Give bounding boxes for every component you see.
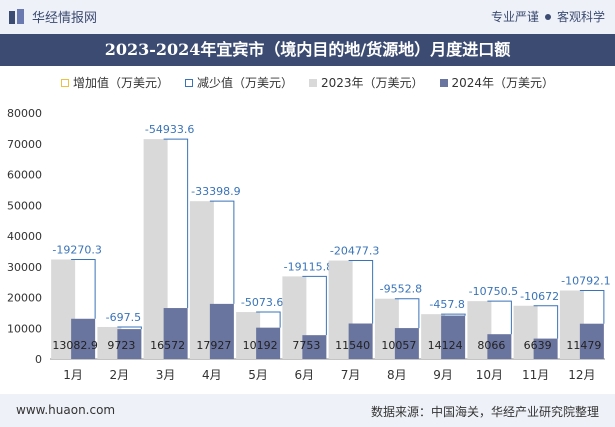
bar-2024 (71, 318, 96, 359)
legend-label-decrease: 减少值（万美元） (196, 76, 293, 90)
x-tick-label: 12月 (568, 368, 595, 382)
decrease-bracket (302, 275, 327, 336)
x-tick-label: 1月 (63, 368, 83, 382)
x-tick-label: 7月 (341, 368, 361, 382)
x-tick-label: 9月 (433, 368, 453, 382)
value-label-2024: 7753 (292, 339, 320, 352)
legend-label-2024: 2024年（万美元） (451, 76, 555, 90)
legend-item-decrease: 减少值（万美元） (184, 74, 293, 91)
value-label-2024: 8066 (477, 339, 505, 352)
diff-label: -54933.6 (145, 123, 194, 136)
diff-label: -457.8 (429, 298, 464, 311)
diff-label: -10792.1 (561, 275, 610, 288)
decrease-bracket (533, 305, 559, 339)
diff-label: -19115.8 (284, 260, 333, 273)
bar-2024 (533, 338, 558, 359)
value-label-2024: 10057 (381, 339, 416, 352)
legend-decrease-swatch (184, 78, 193, 87)
y-tick-label: 50000 (7, 199, 42, 212)
y-tick-label: 70000 (7, 138, 42, 151)
value-label-2024: 16572 (150, 339, 185, 352)
decrease-bracket (163, 138, 189, 309)
value-label-2024: 11479 (566, 339, 601, 352)
brand-logo-icon (9, 8, 24, 24)
decrease-bracket (209, 200, 235, 304)
diff-label: -697.5 (106, 311, 141, 324)
footer: www.huaon.com 数据来源：中国海关，华经产业研究院整理 (0, 394, 615, 427)
bar-2024 (579, 323, 604, 359)
tagline-2: 客观科学 (556, 10, 605, 24)
decrease-bracket (71, 259, 96, 319)
y-tick-label: 10000 (7, 322, 42, 335)
x-tick-label: 11月 (522, 368, 549, 382)
diff-label: -5073.6 (241, 296, 283, 309)
x-tick-label: 8月 (387, 368, 407, 382)
value-label-2024: 9723 (107, 339, 135, 352)
bar-2024 (302, 335, 327, 359)
legend-increase-swatch (60, 78, 69, 87)
y-tick-label: 80000 (7, 107, 42, 120)
x-tick-label: 6月 (295, 368, 315, 382)
brand-name: 华经情报网 (32, 11, 98, 26)
x-tick-label: 10月 (476, 368, 503, 382)
bar-2024 (394, 328, 419, 359)
top-bar: 华经情报网 专业严谨 客观科学 (0, 0, 615, 34)
value-label-2024: 10192 (243, 339, 278, 352)
legend-2024-swatch (439, 78, 448, 87)
tagline: 专业严谨 客观科学 (491, 8, 605, 25)
bar-2024 (163, 308, 188, 359)
decrease-bracket (348, 260, 374, 324)
x-tick-label: 2月 (110, 368, 130, 382)
decrease-bracket (441, 313, 466, 316)
y-tick-label: 30000 (7, 261, 42, 274)
x-tick-label: 5月 (248, 368, 268, 382)
value-label-2024: 13082.9 (52, 339, 98, 352)
diff-label: -19270.3 (52, 244, 101, 257)
y-tick-label: 60000 (7, 169, 42, 182)
diff-label: -10750.5 (469, 285, 518, 298)
bar-2024 (209, 303, 234, 359)
decrease-bracket (394, 298, 420, 329)
value-label-2024: 6639 (524, 339, 552, 352)
footer-source: 数据来源：中国海关，华经产业研究院整理 (370, 405, 599, 419)
x-tick-label: 3月 (156, 368, 176, 382)
decrease-bracket (487, 300, 512, 335)
value-label-2024: 17927 (196, 339, 231, 352)
value-label-2024: 14124 (428, 339, 463, 352)
diff-label: -33398.9 (191, 185, 240, 198)
bar-2024 (441, 315, 466, 359)
bar-2024 (348, 323, 373, 359)
dot-separator-icon (544, 13, 551, 20)
tagline-1: 专业严谨 (490, 10, 539, 24)
y-tick-label: 0 (35, 353, 42, 366)
x-tick-label: 4月 (202, 368, 222, 382)
bar-2024 (256, 327, 281, 359)
diff-label: -10672 (520, 290, 559, 303)
bar-2024 (117, 329, 142, 359)
bar-chart: 0 10000 20000 30000 40000 50000 60000 70000 8000… (7, 107, 611, 382)
y-tick-label: 40000 (7, 230, 42, 243)
legend-label-2023: 2023年（万美元） (320, 76, 424, 90)
legend-2023-swatch (308, 78, 317, 87)
diff-label: -9552.8 (380, 283, 422, 296)
value-label-2024: 11540 (335, 339, 370, 352)
chart-title: 2023-2024年宜宾市（境内目的地/货源地）月度进口额 (0, 34, 615, 66)
legend-item-2024: 2024年（万美元） (439, 74, 555, 91)
chart-legend: 增加值（万美元） 减少值（万美元） 2023年（万美元） 2024年（万美元） (0, 74, 615, 91)
legend-item-2023: 2023年（万美元） (308, 74, 424, 91)
legend-label-increase: 增加值（万美元） (72, 76, 169, 90)
decrease-bracket (579, 290, 605, 324)
footer-url[interactable]: www.huaon.com (16, 403, 116, 417)
diff-label: -20477.3 (330, 245, 379, 258)
brand: 华经情报网 (8, 7, 97, 26)
decrease-bracket (256, 311, 281, 328)
bar-2024 (487, 334, 512, 359)
legend-item-increase: 增加值（万美元） (60, 74, 169, 91)
y-tick-label: 20000 (7, 292, 42, 305)
decrease-bracket (117, 326, 142, 330)
